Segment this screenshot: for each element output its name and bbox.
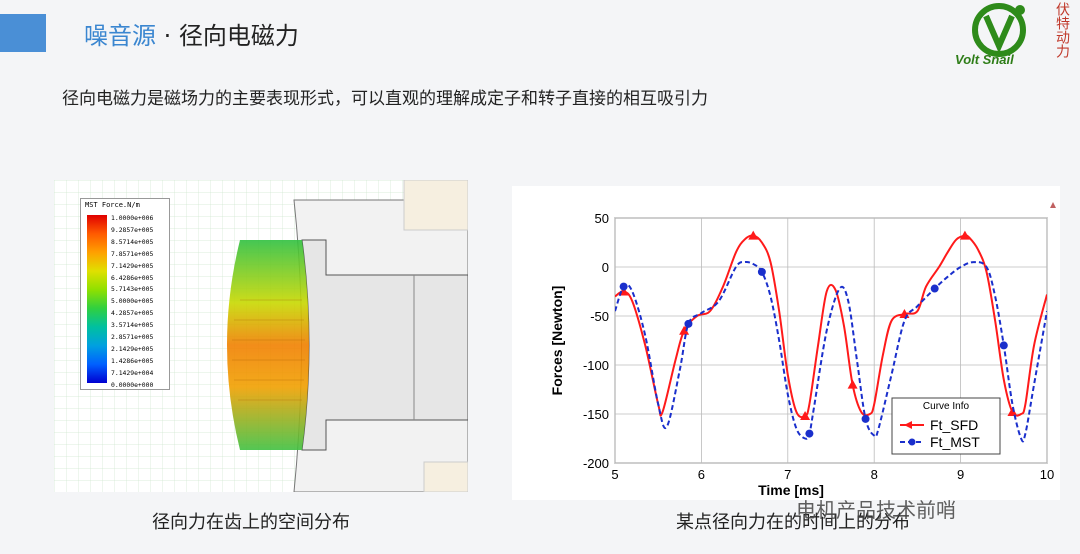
series-line-ft_mst <box>615 260 1047 443</box>
data-point <box>800 410 811 420</box>
force-distribution-figure: MST Force.N/m 1.0000e+006 9.2857e+005 8.… <box>54 180 468 492</box>
x-tick-label: 9 <box>957 467 964 482</box>
force-color-legend: MST Force.N/m 1.0000e+006 9.2857e+005 8.… <box>80 198 170 390</box>
legend-value: 3.5714e+005 <box>111 321 154 330</box>
y-tick-label: -200 <box>583 456 609 471</box>
wechat-watermark: 电机产品技术前哨 <box>796 498 956 522</box>
data-point <box>959 230 970 240</box>
logo-side-text: 伏特动力 <box>1054 2 1070 58</box>
data-point <box>930 284 939 293</box>
x-tick-label: 8 <box>871 467 878 482</box>
title-rest: · 径向电磁力 <box>163 22 299 50</box>
x-tick-label: 7 <box>784 467 791 482</box>
legend-value: 6.4286e+005 <box>111 273 154 282</box>
x-tick-label: 6 <box>698 467 705 482</box>
data-point <box>757 267 766 276</box>
title-highlight: 噪音源 <box>84 22 156 50</box>
subtitle: 径向电磁力是磁场力的主要表现形式，可以直观的理解成定子和转子直接的相互吸引力 <box>62 89 708 109</box>
volt-snail-logo <box>972 3 1026 57</box>
data-point <box>861 414 870 423</box>
force-time-chart-panel: 5 6 7 8 9 10 50 0 -50 -100 -150 -200 Time [ms] Forces… <box>512 186 1060 500</box>
y-tick-label: -100 <box>583 358 609 373</box>
legend-values: 1.0000e+006 9.2857e+005 8.5714e+005 7.85… <box>111 213 153 392</box>
left-caption: 径向力在齿上的空间分布 <box>152 512 350 533</box>
legend-marker <box>904 421 912 429</box>
y-tick-label: -50 <box>590 309 609 324</box>
legend-value: 0.0000e+000 <box>111 380 154 389</box>
data-point <box>684 319 693 328</box>
y-axis-label: Forces [Newton] <box>549 286 565 396</box>
legend-title: MST Force.N/m <box>85 201 140 209</box>
legend-value: 7.1429e+004 <box>111 368 154 377</box>
x-tick-label: 10 <box>1040 467 1054 482</box>
x-tick-label: 5 <box>611 467 618 482</box>
legend-value: 4.2857e+005 <box>111 309 154 318</box>
legend-value: 1.0000e+006 <box>111 214 154 222</box>
legend-value: 5.0000e+005 <box>111 297 154 306</box>
y-tick-label: 50 <box>595 211 609 226</box>
legend-value: 2.8571e+005 <box>111 333 154 342</box>
force-time-chart: 5 6 7 8 9 10 50 0 -50 -100 -150 -200 Time [ms] Forces… <box>549 202 1056 498</box>
legend-value: 1.4286e+005 <box>111 356 154 365</box>
legend-value: 9.2857e+005 <box>111 225 154 234</box>
data-point <box>847 379 858 389</box>
series-line-ft_sfd <box>615 234 1047 419</box>
legend-entry: Ft_MST <box>930 434 980 450</box>
legend-color-bar <box>87 215 107 383</box>
legend-value: 5.7143e+005 <box>111 285 154 294</box>
legend-value: 7.8571e+005 <box>111 249 154 258</box>
right-caption: 某点径向力在的时间上的分布 <box>676 512 910 533</box>
legend-value: 8.5714e+005 <box>111 237 154 246</box>
data-point <box>1007 407 1018 417</box>
legend-value: 7.1429e+005 <box>111 261 154 270</box>
chart-corner-marker <box>1050 202 1056 208</box>
data-point <box>999 341 1008 350</box>
y-tick-label: 0 <box>602 260 609 275</box>
data-point <box>679 325 690 335</box>
title-accent-bar <box>0 14 46 52</box>
legend-value: 2.1429e+005 <box>111 344 154 353</box>
legend-entry: Ft_SFD <box>930 417 978 433</box>
page-title: 噪音源 · 径向电磁力 <box>84 16 299 51</box>
y-tick-label: -150 <box>583 407 609 422</box>
data-point <box>748 230 759 240</box>
legend-marker <box>908 438 916 446</box>
x-axis-label: Time [ms] <box>758 482 824 498</box>
data-point <box>805 429 814 438</box>
legend-title: Curve Info <box>923 401 970 412</box>
data-point <box>619 282 628 291</box>
logo-wordmark: Volt Snail <box>955 52 1014 67</box>
